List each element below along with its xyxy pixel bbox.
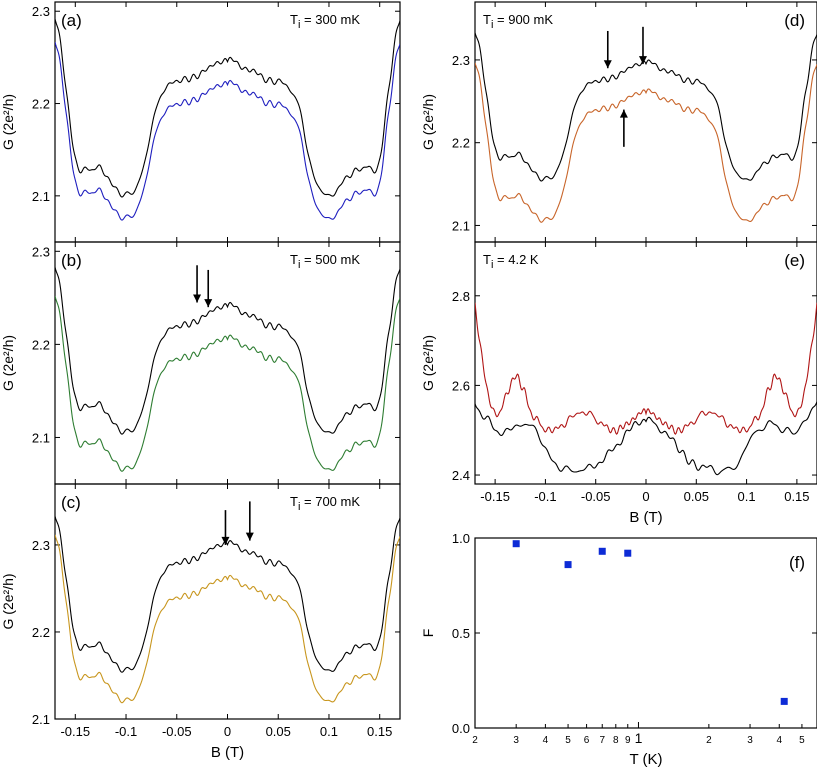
panel-e: -0.15 -0.1 -0.05 0 0.05 0.1 0.15 2.4 2.6 2.8 G (2e…	[420, 241, 817, 526]
x-tick-label: 9	[625, 735, 631, 746]
y-axis-label: G (2e²/h)	[420, 335, 436, 391]
x-tick-label: 0.05	[266, 724, 291, 739]
x-tick-label: 8	[613, 735, 619, 746]
panel-label-e: (e)	[784, 251, 805, 270]
x-tick-label: 1	[635, 730, 643, 746]
plot-frame-f	[474, 537, 817, 729]
x-tick-label: 5	[565, 735, 571, 746]
panel-d: 2.1 2.2 2.3 G (2e²/h) (d) Ti = 900 mK	[420, 1, 817, 243]
data-point	[624, 549, 632, 557]
y-tick-label: 2.1	[32, 430, 50, 445]
series-line-black	[55, 18, 400, 198]
x-tick-label: 2	[706, 735, 712, 746]
annotation-arrowhead	[193, 294, 202, 303]
y-axis-label: G (2e²/h)	[0, 94, 16, 150]
x-tick-label: -0.1	[115, 724, 137, 739]
x-tick-label: 0.1	[738, 489, 756, 504]
x-tick-label: 0.15	[784, 489, 809, 504]
x-tick-label: 3	[747, 735, 753, 746]
annotation-arrowhead	[204, 299, 213, 308]
panel-a: 2.1 2.2 2.3 G (2e²/h) (a) Ti = 300 mK	[0, 1, 401, 243]
plot-frame-d	[474, 1, 817, 243]
panel-c: -0.15 -0.1 -0.05 0 0.05 0.1 0.15 2.1 2.2 2.3 G (2e…	[0, 483, 401, 761]
x-tick-label: 6	[584, 735, 590, 746]
x-tick-label: 5	[799, 735, 805, 746]
y-tick-label: 2.1	[32, 189, 50, 204]
annotation-arrowhead	[603, 60, 612, 69]
y-tick-label: 2.1	[32, 712, 50, 727]
x-tick-label: 0.1	[320, 724, 338, 739]
series-line-black	[475, 401, 817, 476]
x-axis-label: B (T)	[629, 509, 662, 526]
y-axis-label: F	[420, 629, 436, 638]
panel-f: 2 3 4 5 6 7 8 9 1 2 3 4 5 0.0 0.5 1.0 F T (K) (f)	[420, 531, 817, 768]
series-line-orange	[475, 62, 817, 223]
panel-label-f: (f)	[789, 553, 805, 572]
x-tick-label: -0.15	[480, 489, 510, 504]
y-axis-label: G (2e²/h)	[0, 573, 16, 629]
annotation-arrowhead	[221, 536, 230, 545]
series-line-green	[55, 295, 400, 472]
plot-frame-e	[474, 241, 817, 485]
x-tick-label: 4	[543, 735, 549, 746]
y-tick-label: 2.2	[32, 97, 50, 112]
x-tick-label: -0.1	[534, 489, 556, 504]
annotation-arrowhead	[245, 532, 254, 541]
y-tick-label: 0.0	[452, 721, 470, 736]
x-axis-label: B (T)	[211, 744, 244, 761]
x-tick-label: -0.15	[60, 724, 90, 739]
series-line-black	[55, 516, 400, 673]
x-tick-label: 0.15	[367, 724, 392, 739]
plot-frame-a	[54, 1, 401, 243]
x-tick-label: 3	[513, 735, 519, 746]
series-line-gold	[55, 534, 400, 704]
x-tick-label: 2	[472, 735, 478, 746]
y-axis-label: G (2e²/h)	[420, 94, 436, 150]
y-tick-label: 2.3	[32, 4, 50, 19]
series-line-red	[475, 302, 817, 435]
x-tick-label: 0	[642, 489, 649, 504]
y-tick-label: 2.1	[452, 218, 470, 233]
temperature-label: Ti = 900 mK	[483, 12, 553, 31]
y-tick-label: 2.4	[452, 468, 470, 483]
temperature-label: Ti = 4.2 K	[483, 252, 539, 271]
panel-label-c: (c)	[61, 493, 81, 512]
y-tick-label: 2.8	[452, 289, 470, 304]
annotation-arrowhead	[638, 56, 647, 65]
temperature-label: Ti = 300 mK	[290, 12, 360, 31]
panel-label-b: (b)	[61, 251, 82, 270]
y-axis-label: G (2e²/h)	[0, 335, 16, 391]
series-line-black	[55, 267, 400, 435]
y-tick-label: 0.5	[452, 626, 470, 641]
series-line-black	[475, 32, 817, 182]
y-tick-label: 1.0	[452, 531, 470, 546]
annotation-arrowhead	[619, 109, 628, 118]
x-tick-label: 7	[599, 735, 605, 746]
temperature-label: Ti = 500 mK	[290, 252, 360, 271]
data-point	[564, 561, 572, 569]
data-point	[512, 540, 520, 548]
y-tick-label: 2.3	[452, 53, 470, 68]
y-tick-label: 2.3	[32, 538, 50, 553]
plot-frame-b	[54, 241, 401, 485]
panel-label-d: (d)	[784, 11, 805, 30]
y-tick-label: 2.2	[32, 337, 50, 352]
x-tick-label: -0.05	[581, 489, 611, 504]
panel-b: 2.1 2.2 2.3 G (2e²/h) (b) Ti = 500 mK	[0, 241, 401, 485]
data-point	[598, 547, 606, 555]
x-tick-label: 0	[224, 724, 231, 739]
x-tick-label: 4	[776, 735, 782, 746]
temperature-label: Ti = 700 mK	[290, 494, 360, 513]
y-tick-label: 2.2	[452, 136, 470, 151]
series-line-blue	[55, 41, 400, 221]
y-tick-label: 2.6	[452, 378, 470, 393]
y-tick-label: 2.3	[32, 244, 50, 259]
x-tick-label: 0.05	[684, 489, 709, 504]
y-tick-label: 2.2	[32, 625, 50, 640]
data-point	[780, 697, 788, 705]
x-axis-label: T (K)	[629, 751, 662, 768]
panel-label-a: (a)	[61, 11, 82, 30]
x-tick-label: -0.05	[162, 724, 192, 739]
